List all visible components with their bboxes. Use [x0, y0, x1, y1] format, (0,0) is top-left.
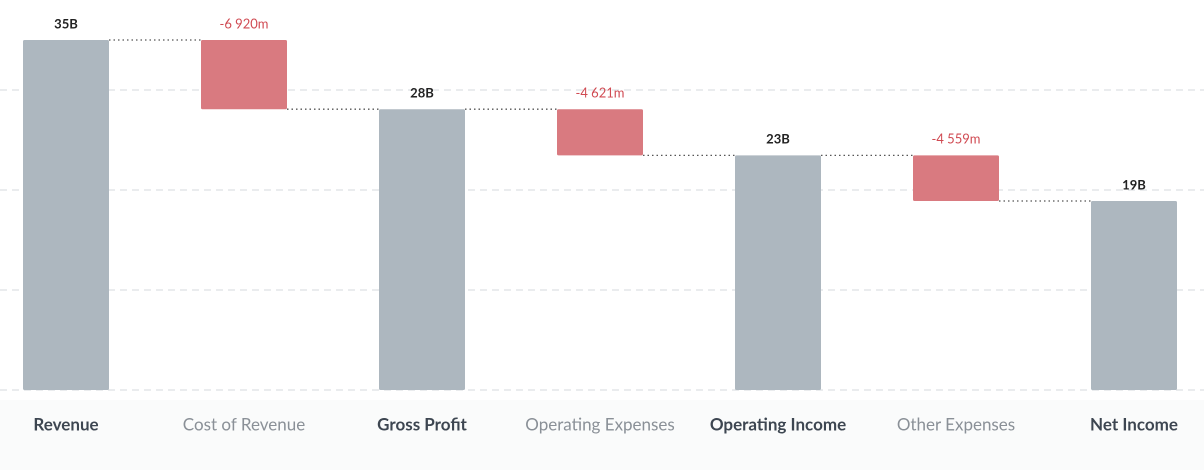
value-label: 28B	[410, 85, 434, 101]
value-label: -4 621m	[575, 84, 624, 100]
value-label: -6 920m	[219, 15, 268, 31]
x-tick-label: Gross Profit	[377, 413, 467, 434]
x-tick-label: Net Income	[1090, 413, 1178, 434]
x-tick-label: Revenue	[33, 413, 98, 434]
axis-band	[0, 400, 1204, 470]
bar	[735, 155, 821, 390]
bar	[379, 109, 465, 390]
value-label: -4 559m	[931, 131, 980, 147]
x-tick-label: Cost of Revenue	[183, 413, 305, 434]
x-tick-label: Other Expenses	[897, 413, 1015, 434]
x-tick-label: Operating Expenses	[525, 413, 674, 434]
bar	[23, 40, 109, 390]
bar	[557, 109, 643, 156]
bar	[913, 155, 999, 201]
bar	[201, 40, 287, 110]
x-tick-label: Operating Income	[710, 413, 846, 434]
value-label: 19B	[1122, 176, 1146, 192]
value-label: 23B	[766, 131, 790, 147]
bar	[1091, 201, 1177, 390]
value-label: 35B	[54, 15, 78, 31]
